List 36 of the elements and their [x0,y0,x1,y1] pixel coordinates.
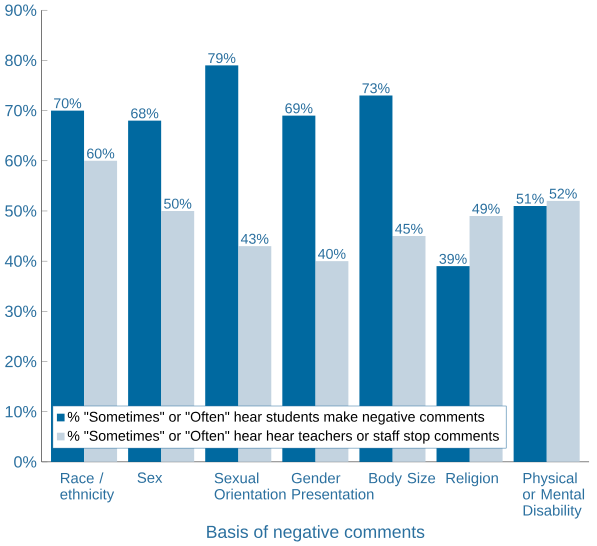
bar [514,206,547,462]
data-label: 50% [164,198,192,209]
data-label: 39% [439,254,467,264]
data-label: 60% [87,148,114,158]
data-label: 52% [550,188,577,199]
y-tick-label: 10% [6,406,36,418]
x-axis-title: Basis of negative comments [207,525,424,542]
data-label: 45% [395,224,423,234]
data-label: 51% [516,194,544,204]
data-label: 68% [131,108,158,118]
data-label: 49% [472,204,500,214]
y-tick-label: 70% [5,104,36,116]
y-tick-label: 80% [5,54,36,66]
data-label: 79% [208,53,236,64]
data-label: 73% [362,83,390,94]
data-label: 69% [285,103,312,114]
bar [546,200,580,462]
y-tick-label: 90% [5,4,36,16]
data-label: 70% [54,98,82,108]
x-tick-label: Body Size [369,472,436,486]
x-tick-label: Sexual Orientation [214,472,286,500]
x-tick-label: Race / ethnicity [60,472,114,502]
x-tick-label: Sex [138,472,162,483]
x-tick-label: Physical or Mental Disability [523,472,584,519]
y-tick-label: 0% [14,456,36,468]
bar [51,110,84,462]
data-label: 43% [240,234,268,244]
data-label: 40% [318,248,346,259]
legend-label: % "Sometimes" or "Often" hear students make negative comments [68,411,484,425]
legend-label: % "Sometimes" or "Often" hear hear teachers or staff stop comments [68,430,499,444]
y-tick-label: 60% [5,155,36,166]
y-tick-label: 20% [5,356,36,368]
x-tick-label: Religion [446,472,498,486]
y-tick-label: 30% [5,306,36,318]
y-tick-label: 40% [4,255,36,267]
y-tick-label: 50% [5,205,36,217]
